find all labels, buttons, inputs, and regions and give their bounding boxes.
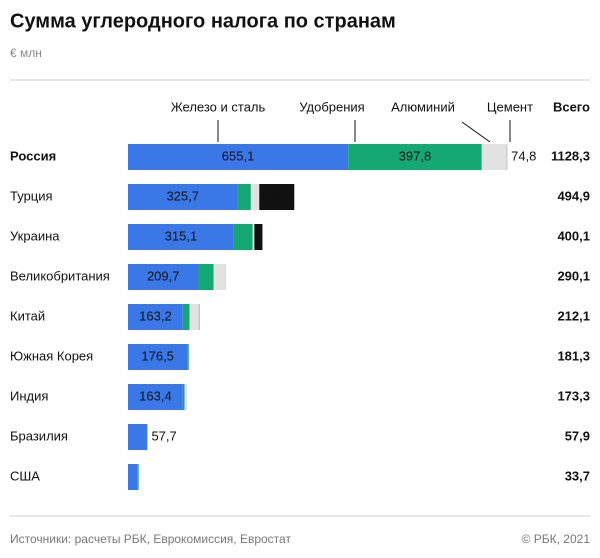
bar-segment (128, 264, 199, 290)
total-label: 33,7 (565, 468, 590, 483)
value-label: 163,4 (139, 388, 172, 403)
category-label: Украина (10, 228, 60, 243)
legend-label: Алюминий (391, 99, 455, 114)
bar-segment (189, 304, 199, 330)
value-label: 176,5 (141, 348, 174, 363)
bar-segment (128, 424, 148, 450)
legend-label: Цемент (487, 99, 533, 114)
bar-segment (138, 464, 140, 490)
value-label: 104,2 (261, 188, 294, 203)
bar-segment (237, 184, 251, 210)
bar-segment (182, 384, 185, 410)
total-label: 212,1 (557, 308, 590, 323)
legend-label: Железо и сталь (171, 99, 266, 114)
category-label: Южная Корея (10, 348, 93, 363)
value-label: 57,7 (151, 428, 176, 443)
category-label: Бразилия (10, 428, 68, 443)
category-label: Китай (10, 308, 45, 323)
bar-segment (481, 144, 507, 170)
total-label: 57,9 (565, 428, 590, 443)
bar-segment (182, 304, 190, 330)
bar-segment (128, 384, 183, 410)
category-label: Россия (10, 148, 56, 163)
category-label: Турция (10, 188, 53, 203)
bar-segment (128, 464, 138, 490)
total-header: Всего (553, 99, 590, 114)
chart-title: Сумма углеродного налога по странам (10, 10, 396, 32)
value-label: 163,2 (139, 308, 172, 323)
copyright: © РБК, 2021 (522, 532, 591, 546)
bar-segment (137, 464, 139, 490)
bar-segment (128, 304, 183, 330)
value-label: 315,1 (165, 228, 198, 243)
bar-segment (259, 184, 295, 210)
legend-leader (461, 121, 491, 143)
total-label: 181,3 (557, 348, 590, 363)
total-label: 494,9 (557, 188, 590, 203)
subtitle: € млн (10, 46, 42, 60)
bar-segment (250, 184, 260, 210)
value-label: 209,7 (147, 268, 180, 283)
bar-segment (198, 264, 214, 290)
bar-segment (187, 344, 189, 370)
bar-segment (252, 224, 255, 250)
category-label: Индия (10, 388, 48, 403)
bar-segment (128, 144, 349, 170)
legend-label: Удобрения (299, 99, 364, 114)
value-label: 325,7 (166, 188, 199, 203)
value-label: 397,8 (399, 148, 432, 163)
category-label: США (10, 468, 40, 483)
value-label: 74,8 (511, 148, 536, 163)
bar-segment (348, 144, 482, 170)
source: Источники: расчеты РБК, Еврокомиссия, Ев… (10, 532, 291, 546)
total-label: 173,3 (557, 388, 590, 403)
total-label: 290,1 (557, 268, 590, 283)
bar-segment (213, 264, 226, 290)
bar-segment (128, 184, 238, 210)
bar-segment (128, 344, 188, 370)
bar-segment (184, 384, 187, 410)
category-label: Великобритания (10, 268, 110, 283)
bar-segment (128, 224, 234, 250)
bar-segment (233, 224, 253, 250)
total-label: 400,1 (557, 228, 590, 243)
value-label: 655,1 (222, 148, 255, 163)
total-label: 1128,3 (551, 148, 590, 163)
bar-segment (254, 224, 263, 250)
